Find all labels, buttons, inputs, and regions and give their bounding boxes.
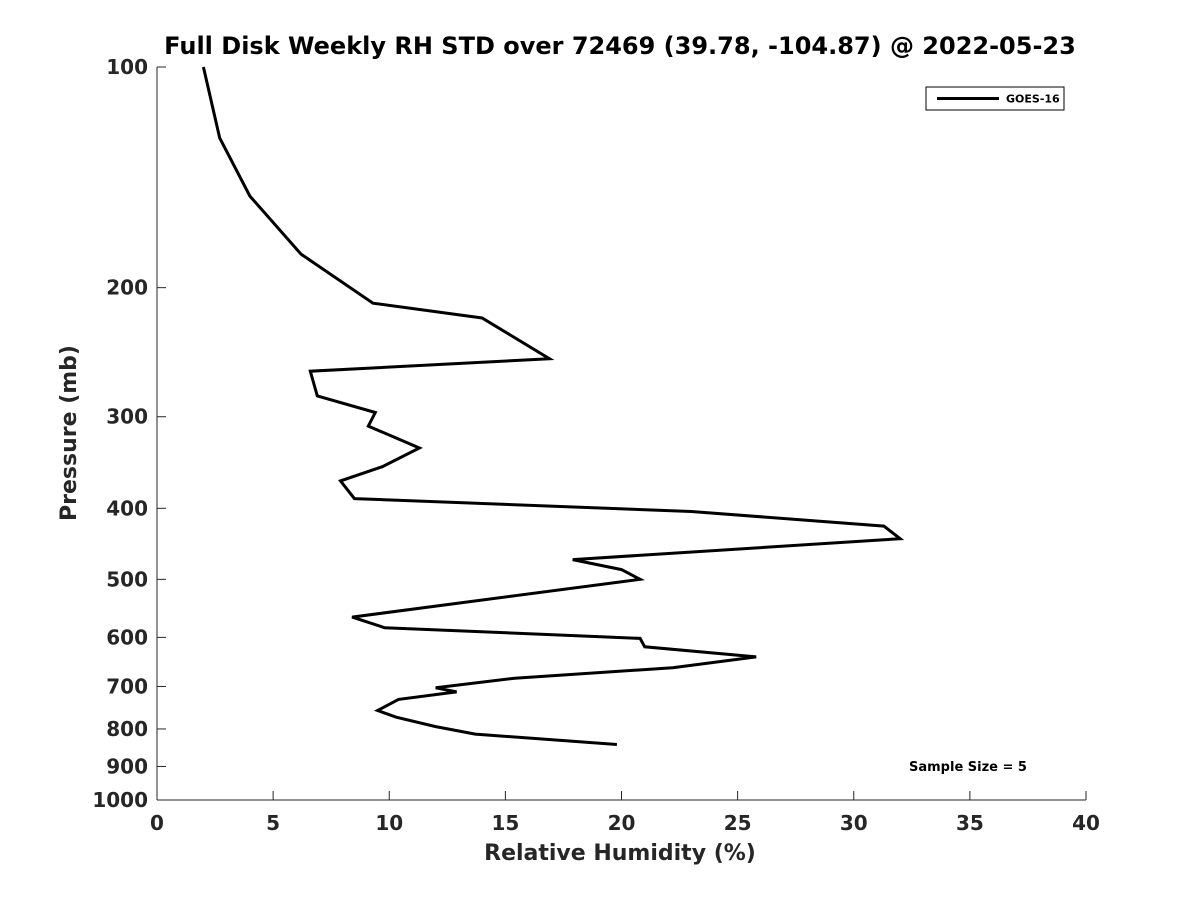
x-tick-label-0: 0 — [150, 811, 164, 835]
plot-axes — [156, 67, 1086, 801]
y-tick-label-800: 800 — [106, 717, 148, 741]
y-tick-label-700: 700 — [106, 674, 148, 698]
legend: GOES-16 — [925, 86, 1065, 111]
x-tick-label-25: 25 — [724, 811, 752, 835]
x-axis-label: Relative Humidity (%) — [484, 841, 756, 866]
x-tick-label-15: 15 — [491, 811, 519, 835]
sample-size-annotation: Sample Size = 5 — [909, 760, 1027, 775]
y-tick-label-600: 600 — [106, 625, 148, 649]
y-tick-label-1000: 1000 — [92, 788, 148, 812]
series-group — [201, 66, 905, 746]
legend-label-goes-16: GOES-16 — [1006, 93, 1060, 106]
y-tick-label-300: 300 — [106, 405, 148, 429]
y-tick-label-900: 900 — [106, 754, 148, 778]
chart-title: Full Disk Weekly RH STD over 72469 (39.7… — [164, 32, 1076, 60]
x-axis-ticks: 0 5 10 15 20 25 30 35 40 — [150, 791, 1100, 835]
y-tick-label-100: 100 — [106, 55, 148, 79]
x-tick-label-40: 40 — [1072, 811, 1100, 835]
y-tick-label-500: 500 — [106, 567, 148, 591]
y-axis-ticks: 100 200 300 400 500 600 700 800 900 1000 — [92, 55, 166, 812]
y-tick-label-400: 400 — [106, 496, 148, 520]
x-tick-label-10: 10 — [375, 811, 403, 835]
x-tick-label-20: 20 — [608, 811, 636, 835]
x-tick-label-35: 35 — [956, 811, 984, 835]
y-axis-label: Pressure (mb) — [57, 345, 82, 521]
y-tick-label-200: 200 — [106, 276, 148, 300]
x-tick-label-5: 5 — [266, 811, 280, 835]
x-tick-label-30: 30 — [840, 811, 868, 835]
series-line-goes-16 — [201, 66, 905, 746]
